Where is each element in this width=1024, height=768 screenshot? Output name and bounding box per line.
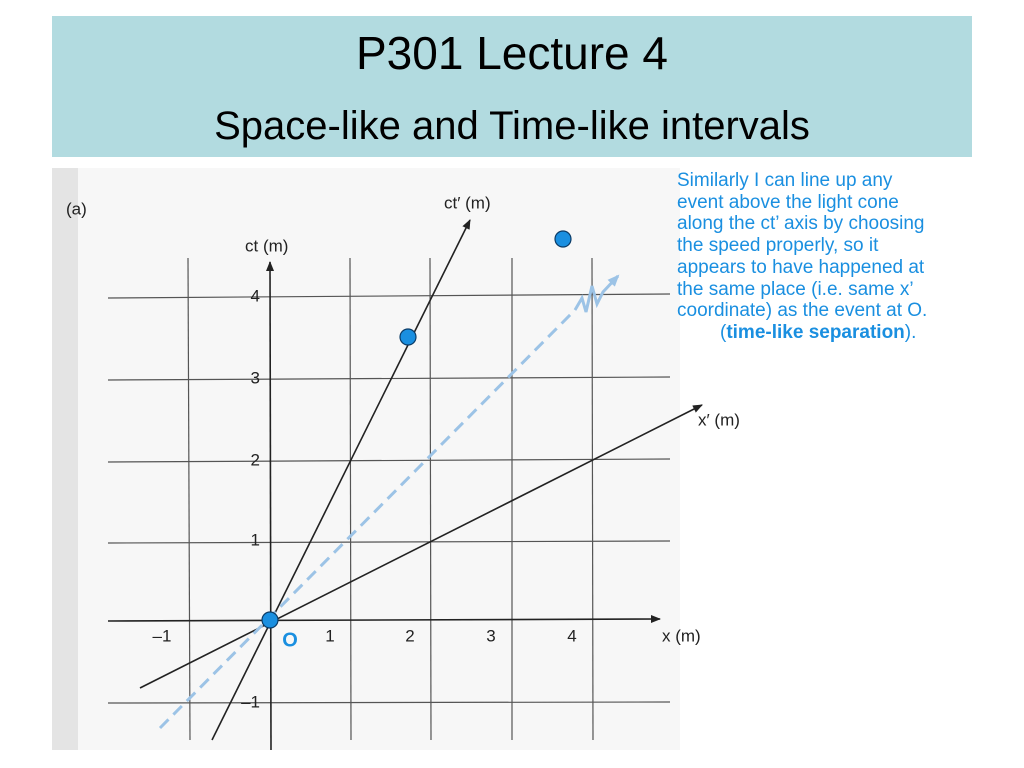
slide-subtitle: Space-like and Time-like intervals [214, 104, 810, 148]
note-line: event above the light cone [677, 191, 899, 213]
x-tick-label: 4 [567, 626, 576, 645]
note-text: ( [720, 321, 727, 343]
light-wiggle [573, 274, 620, 313]
note-line: coordinate) as the event at O. [677, 300, 928, 322]
light-ray [158, 308, 577, 730]
x-tick-label: 3 [486, 626, 495, 645]
x-tick-label: 2 [405, 626, 414, 645]
y-tick-label: 4 [251, 286, 260, 305]
panel-label: (a) [66, 199, 87, 218]
note-line: the speed properly, so it [677, 235, 879, 257]
note-line: appears to have happened at [677, 256, 925, 278]
y-tick-label: 3 [251, 368, 260, 387]
y-tick-label: 1 [251, 530, 260, 549]
y-tick-label: –1 [241, 692, 260, 711]
axis-label: x (m) [662, 626, 701, 645]
scan-edge [52, 168, 78, 750]
axis-label: ct′ (m) [444, 193, 491, 212]
event-dot [399, 328, 417, 346]
event-dot [554, 230, 572, 248]
slide-title: P301 Lecture 4 [355, 27, 668, 79]
note-emphasis: time-like separation [726, 321, 905, 343]
x-prime-axis [139, 404, 703, 689]
note-line: Similarly I can line up any [677, 170, 893, 191]
x-tick-label: –1 [153, 626, 172, 645]
note-line: along the ct’ axis by choosing [677, 213, 925, 235]
title-band [52, 16, 972, 157]
x-axis [107, 615, 661, 624]
origin-label: O [282, 629, 298, 651]
ct-prime-axis [211, 219, 471, 741]
note-line: (time-like separation). [677, 322, 1022, 344]
note-text: ). [904, 321, 917, 343]
event-dot [261, 611, 279, 629]
grid [107, 257, 671, 741]
x-tick-label: 1 [325, 626, 334, 645]
y-tick-label: 2 [251, 450, 260, 469]
axis-label: ct (m) [245, 236, 288, 255]
note-line: the same place (i.e. same x’ [677, 278, 914, 300]
explanation: Similarly I can line up any event above … [677, 170, 1022, 344]
axis-label: x′ (m) [698, 410, 740, 429]
ct-axis [266, 261, 275, 751]
